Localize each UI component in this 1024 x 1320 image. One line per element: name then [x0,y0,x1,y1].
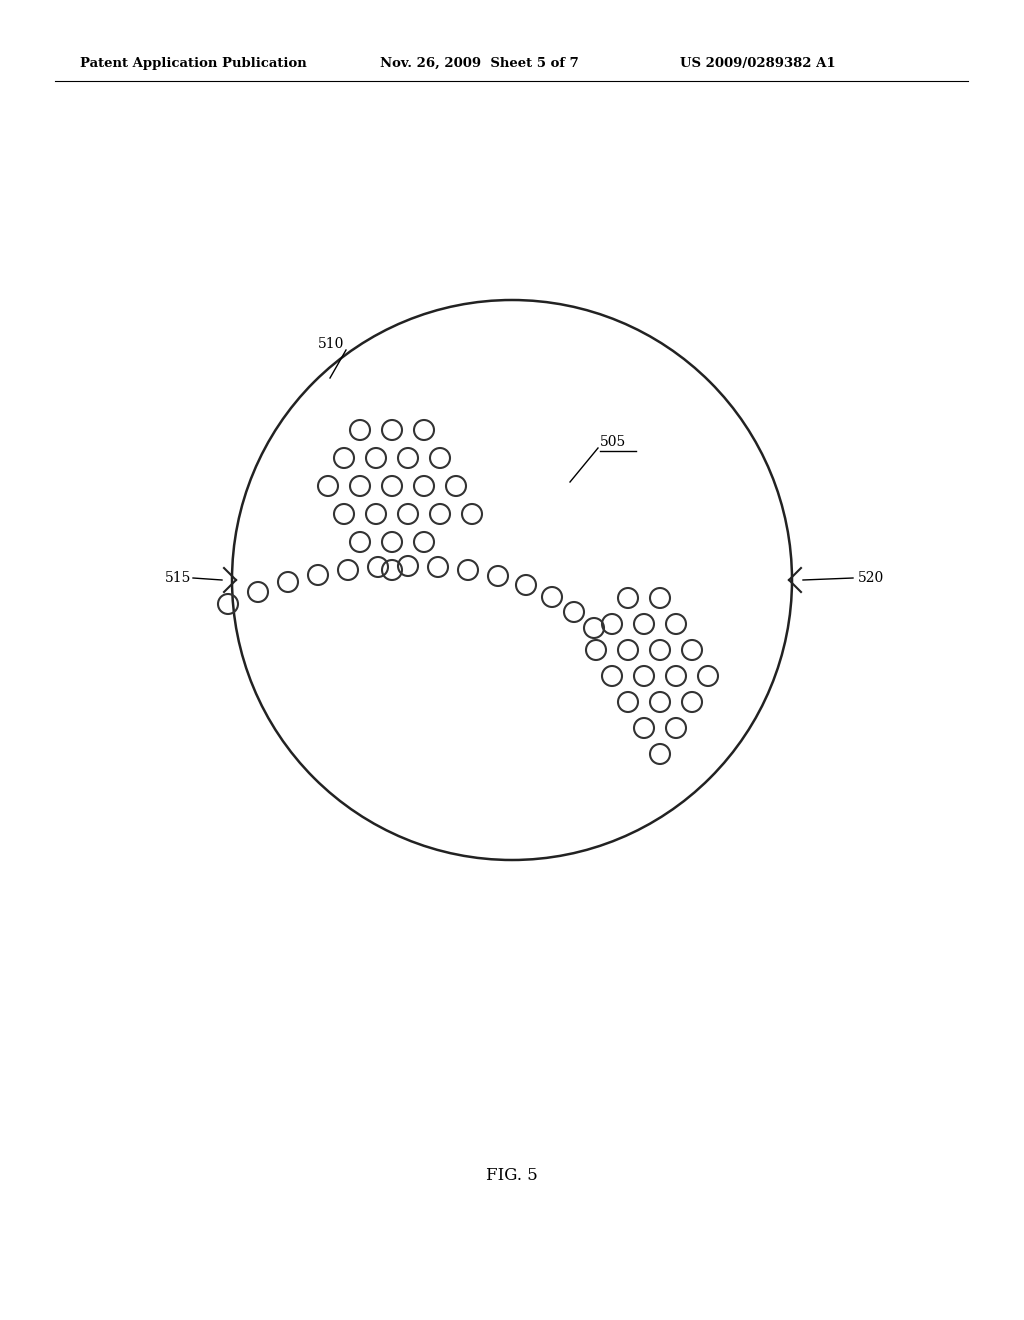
Text: 520: 520 [858,572,885,585]
Text: 505: 505 [600,436,627,449]
Text: Patent Application Publication: Patent Application Publication [80,57,307,70]
Text: 515: 515 [165,572,191,585]
Text: FIG. 5: FIG. 5 [486,1167,538,1184]
Text: Nov. 26, 2009  Sheet 5 of 7: Nov. 26, 2009 Sheet 5 of 7 [380,57,579,70]
Text: US 2009/0289382 A1: US 2009/0289382 A1 [680,57,836,70]
Text: 510: 510 [318,337,344,351]
